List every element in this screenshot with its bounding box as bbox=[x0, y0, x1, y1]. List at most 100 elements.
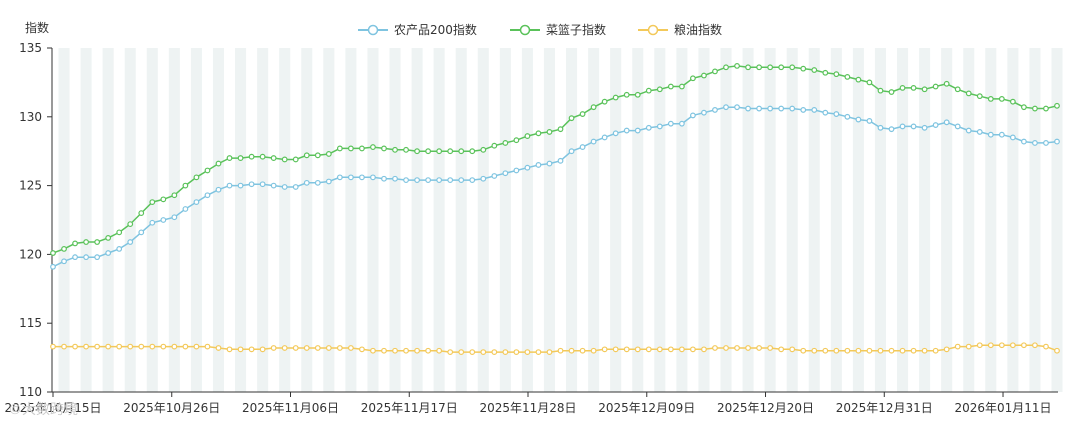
data-point bbox=[568, 115, 575, 122]
data-point bbox=[723, 345, 729, 351]
data-point bbox=[502, 140, 509, 146]
data-point bbox=[127, 343, 134, 350]
data-point bbox=[381, 145, 387, 152]
data-point bbox=[866, 347, 873, 354]
background-band bbox=[852, 48, 864, 392]
background-band bbox=[102, 48, 114, 392]
data-point bbox=[469, 148, 476, 155]
background-band bbox=[212, 48, 225, 392]
data-point bbox=[590, 104, 597, 111]
data-point bbox=[447, 349, 454, 355]
background-band bbox=[389, 48, 401, 392]
data-point bbox=[932, 83, 939, 90]
data-point bbox=[822, 347, 829, 354]
data-point bbox=[215, 345, 222, 351]
data-point bbox=[116, 229, 123, 236]
data-point bbox=[61, 343, 67, 350]
data-point bbox=[987, 342, 994, 349]
data-point bbox=[359, 174, 365, 181]
data-point bbox=[612, 130, 619, 137]
data-point bbox=[535, 130, 542, 137]
data-point bbox=[623, 127, 630, 134]
data-point bbox=[866, 79, 873, 86]
data-point bbox=[579, 111, 586, 117]
y-tick-label: 120 bbox=[19, 247, 42, 261]
data-point bbox=[855, 76, 862, 83]
data-point bbox=[336, 345, 343, 351]
data-point bbox=[259, 153, 266, 160]
data-point bbox=[237, 346, 244, 353]
background-band bbox=[257, 48, 269, 392]
data-point bbox=[767, 105, 774, 112]
data-point bbox=[579, 347, 586, 354]
background-band bbox=[1051, 48, 1063, 392]
x-tick-label: 2025年11月06日 bbox=[242, 401, 339, 415]
data-point bbox=[436, 148, 443, 155]
data-point bbox=[116, 343, 123, 350]
x-tick-label: 2025年12月09日 bbox=[598, 401, 695, 415]
data-point bbox=[667, 83, 674, 90]
data-point bbox=[502, 349, 509, 355]
data-point bbox=[855, 347, 862, 354]
data-point bbox=[480, 175, 487, 182]
data-point bbox=[645, 87, 652, 94]
data-point bbox=[458, 148, 465, 155]
data-point bbox=[94, 239, 101, 245]
data-point bbox=[756, 105, 763, 112]
data-point bbox=[822, 69, 829, 76]
data-point bbox=[469, 349, 476, 355]
data-point bbox=[237, 155, 244, 161]
data-point bbox=[204, 192, 211, 199]
series-layer bbox=[50, 62, 1060, 355]
background-band bbox=[698, 48, 710, 392]
data-point bbox=[546, 160, 553, 167]
data-point bbox=[513, 137, 520, 144]
data-point bbox=[1054, 138, 1060, 145]
data-point bbox=[149, 343, 156, 350]
x-tick-label: 2025年12月20日 bbox=[717, 401, 814, 415]
background-band bbox=[764, 48, 776, 392]
data-point bbox=[370, 174, 376, 181]
data-point bbox=[954, 86, 961, 93]
legend-label: 粮油指数 bbox=[674, 22, 722, 37]
data-point bbox=[899, 85, 906, 91]
data-point bbox=[325, 178, 332, 185]
data-point bbox=[678, 346, 685, 353]
data-point bbox=[778, 346, 785, 353]
data-point bbox=[822, 109, 829, 116]
background-band bbox=[323, 48, 335, 392]
data-point bbox=[270, 155, 277, 161]
data-point bbox=[83, 343, 89, 350]
x-tick-label: 2025年10月15日 bbox=[4, 401, 101, 415]
background-band bbox=[80, 48, 92, 392]
data-point bbox=[656, 86, 663, 93]
data-point bbox=[325, 345, 332, 351]
background-band bbox=[543, 48, 556, 392]
data-point bbox=[557, 347, 564, 354]
data-point bbox=[303, 152, 310, 159]
background-band bbox=[124, 48, 136, 392]
data-point bbox=[943, 80, 950, 87]
data-point bbox=[1032, 105, 1038, 112]
data-point bbox=[215, 186, 222, 193]
data-point bbox=[392, 175, 398, 182]
y-tick-label: 115 bbox=[19, 316, 42, 330]
data-point bbox=[954, 123, 961, 130]
background-band bbox=[610, 48, 622, 392]
y-tick-label: 110 bbox=[19, 385, 42, 399]
data-point bbox=[756, 64, 763, 71]
background-band bbox=[720, 48, 732, 392]
data-point bbox=[712, 68, 718, 75]
data-point bbox=[314, 345, 321, 351]
x-tick-label: 2025年11月17日 bbox=[361, 401, 458, 415]
data-point bbox=[94, 254, 101, 261]
data-point bbox=[370, 144, 376, 150]
data-point bbox=[800, 107, 807, 113]
data-point bbox=[270, 345, 277, 351]
data-point bbox=[833, 111, 840, 117]
data-point bbox=[921, 347, 928, 354]
data-point bbox=[458, 177, 465, 183]
data-point bbox=[513, 167, 520, 174]
data-point bbox=[436, 347, 443, 354]
data-point bbox=[392, 146, 398, 153]
